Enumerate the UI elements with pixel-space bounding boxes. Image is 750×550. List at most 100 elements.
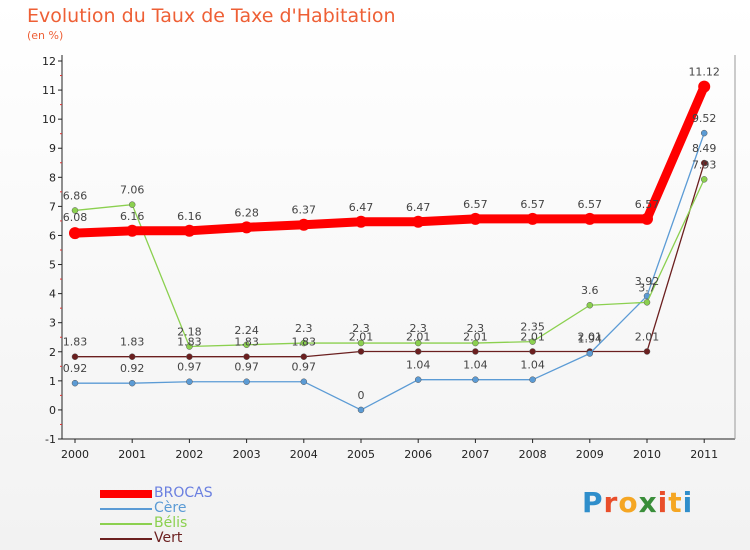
x-tick-label: 2004 — [290, 448, 318, 461]
data-point — [700, 176, 708, 183]
data-label: 2.3 — [467, 322, 485, 335]
legend-label: BROCAS — [154, 485, 213, 501]
data-label: 6.57 — [578, 198, 603, 211]
y-tick-label: 7 — [49, 200, 56, 213]
series-line-bélis — [74, 178, 705, 348]
data-label: 6.86 — [63, 189, 88, 202]
legend-item-vert: Vert — [100, 530, 300, 546]
series-line-brocas — [70, 82, 709, 238]
logo-letter: t — [668, 486, 683, 519]
y-tick-label: 3 — [49, 317, 56, 330]
data-label: 1.83 — [234, 336, 259, 349]
x-tick-label: 2007 — [461, 448, 489, 461]
data-point — [529, 338, 536, 345]
legend-label: Vert — [154, 530, 183, 546]
data-point — [297, 218, 310, 231]
data-point — [300, 353, 308, 360]
data-point — [71, 207, 79, 214]
series-line-vert — [74, 162, 705, 358]
data-label: 1.83 — [177, 336, 202, 349]
data-label: 1.94 — [578, 333, 603, 346]
legend-item-bélis: Bélis — [100, 515, 300, 531]
x-tick-label: 2002 — [175, 448, 203, 461]
logo-letter: x — [638, 486, 658, 519]
data-point — [240, 221, 253, 234]
data-label: 2.35 — [520, 321, 545, 334]
data-point — [698, 80, 711, 93]
logo-letter: o — [618, 486, 639, 519]
data-point — [641, 212, 653, 225]
proxiti-logo: Proxiti — [582, 486, 693, 519]
legend-swatch — [100, 508, 152, 510]
data-point — [529, 348, 536, 355]
logo-letter: i — [657, 486, 669, 519]
data-label: 7.93 — [692, 158, 717, 171]
data-point — [643, 348, 651, 355]
data-label: 2.01 — [578, 330, 603, 343]
legend-label: Bélis — [154, 515, 188, 531]
data-point — [472, 339, 479, 347]
data-point — [183, 224, 196, 237]
legend-item-brocas: BROCAS — [100, 485, 300, 501]
data-label: 6.28 — [234, 206, 259, 219]
data-point — [71, 379, 79, 387]
data-point — [128, 379, 136, 387]
data-label: 6.47 — [406, 201, 431, 214]
data-label: 6.57 — [463, 198, 488, 211]
data-label: 7.06 — [120, 184, 145, 197]
data-label: 2.01 — [349, 330, 374, 343]
series-line-cère — [74, 132, 705, 411]
data-point — [526, 212, 539, 225]
data-label: 3.7 — [638, 281, 656, 294]
y-tick-label: 2 — [49, 346, 56, 359]
data-point — [700, 159, 708, 167]
y-tick-label: 4 — [49, 288, 56, 301]
data-label: 6.08 — [63, 211, 88, 224]
data-label: 1.83 — [63, 336, 88, 349]
data-point — [300, 339, 308, 347]
data-point — [414, 376, 422, 383]
data-point — [586, 301, 594, 309]
data-label: 6.37 — [292, 204, 317, 217]
data-label: 1.83 — [120, 336, 145, 349]
y-tick-label: 0 — [49, 404, 56, 417]
y-tick-label: 10 — [42, 113, 56, 126]
data-label: 6.47 — [349, 201, 374, 214]
data-label: 9.52 — [692, 112, 717, 125]
data-label: 2.01 — [406, 330, 431, 343]
data-point — [583, 212, 596, 225]
data-point — [128, 353, 136, 360]
y-tick-label: 9 — [49, 142, 56, 155]
chart-title: Evolution du Taux de Taxe d'Habitation — [27, 5, 396, 27]
x-tick-label: 2003 — [233, 448, 261, 461]
data-label: 6.16 — [177, 210, 202, 223]
data-point — [243, 378, 250, 385]
data-label: 0.97 — [292, 361, 317, 374]
y-tick-label: 12 — [42, 55, 56, 68]
data-point — [243, 341, 250, 349]
data-point — [128, 201, 136, 208]
data-label: 1.04 — [463, 359, 488, 372]
legend: BROCAS Cère Bélis Vert — [100, 485, 300, 546]
x-tick-label: 2010 — [633, 448, 661, 461]
data-point — [357, 348, 365, 355]
data-point — [414, 348, 422, 355]
data-point — [186, 378, 193, 385]
legend-swatch — [100, 490, 152, 498]
x-tick-label: 2009 — [576, 448, 604, 461]
data-label: 3.6 — [581, 284, 599, 297]
data-label: 2.24 — [234, 324, 259, 337]
data-point — [700, 129, 708, 137]
data-label: 2.3 — [409, 322, 427, 335]
data-label: 0.92 — [120, 362, 145, 375]
data-label: 1.04 — [406, 359, 431, 372]
logo-letter: i — [682, 486, 694, 519]
data-label: 2.01 — [520, 330, 545, 343]
legend-swatch — [100, 538, 152, 540]
data-label: 0 — [358, 389, 365, 402]
data-label: 2.3 — [295, 322, 313, 335]
y-tick-label: 8 — [49, 171, 56, 184]
data-label: 6.16 — [120, 210, 145, 223]
